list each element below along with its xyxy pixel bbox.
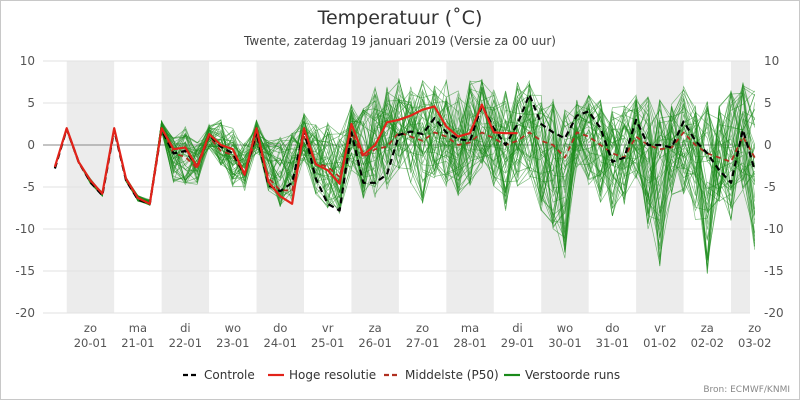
x-weekday-label: di [180,321,191,335]
x-date-label: 27-01 [406,336,439,350]
y-tick-label-left: 0 [27,138,35,152]
x-weekday-label: vr [322,321,334,335]
y-axis-right: 10 5 0 -5 -10 -15 -20 [764,54,784,320]
y-axis-left: 10 5 0 -5 -10 -15 -20 [15,54,35,320]
ensemble-member-line [54,80,756,221]
y-tick-label-right: -20 [764,306,784,320]
chart-subtitle: Twente, zaterdag 19 januari 2019 (Versie… [243,34,556,48]
x-weekday-label: vr [654,321,666,335]
y-tick-label-left: -15 [15,264,35,278]
x-weekday-label: zo [416,321,429,335]
credit-text: Bron: ECMWF/KNMI [703,385,790,395]
x-axis-labels: zo20-01ma21-01di22-01wo23-01do24-01vr25-… [74,321,772,350]
x-date-label: 03-02 [738,336,771,350]
x-weekday-label: di [512,321,523,335]
y-tick-label-right: 5 [764,96,772,110]
x-weekday-label: za [369,321,382,335]
ensemble-lines [54,78,756,274]
series-line-hoge-resolutie [53,103,518,205]
y-tick-label-right: -10 [764,222,784,236]
x-date-label: 28-01 [453,336,486,350]
x-weekday-label: ma [461,321,479,335]
x-date-label: 20-01 [74,336,107,350]
legend-label: Hoge resolutie [289,368,376,382]
ensemble-member-line [54,85,756,215]
x-weekday-label: wo [557,321,573,335]
legend-label: Controle [204,368,255,382]
y-tick-label-right: -15 [764,264,784,278]
x-date-label: 21-01 [121,336,154,350]
y-tick-label-left: 10 [20,54,35,68]
x-date-label: 26-01 [358,336,391,350]
x-date-label: 01-02 [643,336,676,350]
legend-label: Verstoorde runs [525,368,620,382]
chart-title: Temperatuur (˚C) [317,7,483,29]
x-date-label: 31-01 [596,336,629,350]
series-line-middelste-p50 [54,128,756,205]
ensemble-member-line [54,91,756,250]
x-date-label: 02-02 [691,336,724,350]
x-weekday-label: zo [84,321,97,335]
ensemble-member-line [54,85,755,260]
x-date-label: 29-01 [501,336,534,350]
y-tick-label-left: -10 [15,222,35,236]
legend: Controle Hoge resolutie Middelste (P50) Ver… [183,368,620,382]
y-tick-label-left: -20 [15,306,35,320]
y-tick-label-right: 0 [764,138,772,152]
x-date-label: 22-01 [169,336,202,350]
x-date-label: 30-01 [548,336,581,350]
y-tick-label-right: 10 [764,54,779,68]
y-tick-label-left: -5 [23,180,35,194]
x-date-label: 23-01 [216,336,249,350]
x-weekday-label: wo [225,321,241,335]
x-weekday-label: zo [748,321,761,335]
legend-label: Middelste (P50) [405,368,499,382]
y-tick-label-right: -5 [764,180,776,194]
x-weekday-label: do [605,321,619,335]
y-tick-label-left: 5 [27,96,35,110]
x-weekday-label: do [273,321,287,335]
ensemble-member-line [54,96,756,260]
x-weekday-label: ma [129,321,147,335]
x-date-label: 25-01 [311,336,344,350]
x-weekday-label: za [701,321,714,335]
main-series [53,93,756,212]
x-date-label: 24-01 [264,336,297,350]
